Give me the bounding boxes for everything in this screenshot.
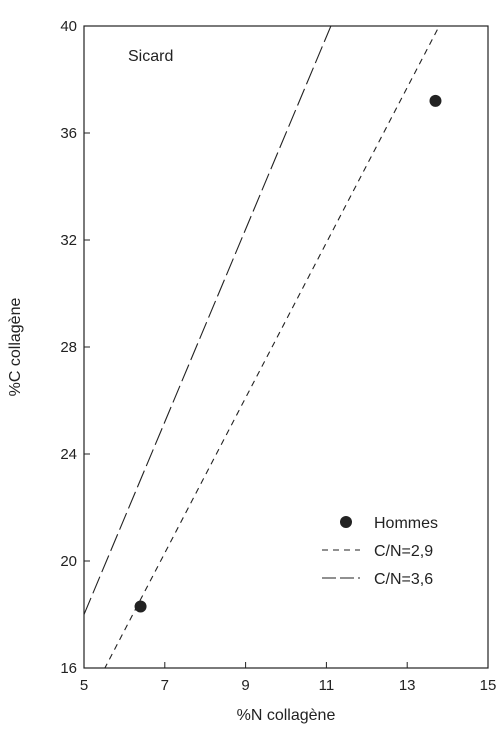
x-tick-label: 7 — [161, 677, 169, 694]
reference-line — [104, 26, 440, 668]
x-tick-label: 13 — [399, 677, 416, 694]
y-tick-label: 32 — [60, 232, 77, 249]
y-tick-label: 40 — [60, 18, 77, 35]
x-tick-label: 11 — [319, 677, 335, 694]
x-tick-label: 5 — [80, 677, 88, 694]
legend-point-swatch — [340, 516, 352, 528]
y-tick-label: 24 — [60, 446, 77, 463]
y-tick-label: 28 — [60, 339, 77, 356]
reference-lines — [84, 26, 440, 668]
data-point — [429, 94, 442, 107]
y-tick-label: 36 — [60, 125, 77, 142]
x-tick-label: 9 — [241, 677, 249, 694]
y-tick-label: 16 — [60, 660, 77, 677]
data-point — [134, 600, 147, 613]
legend-label: C/N=2,9 — [374, 543, 433, 560]
legend-label: C/N=3,6 — [374, 571, 433, 588]
legend: Hommes C/N=2,9 C/N=3,6 — [322, 515, 438, 588]
x-axis-label: %N collagène — [237, 707, 336, 724]
axes: 5 7 9 11 13 15 16 20 24 28 32 36 40 — [60, 18, 496, 694]
chart-annotation: Sicard — [128, 48, 173, 65]
y-tick-label: 20 — [60, 553, 77, 570]
x-tick-label: 15 — [480, 677, 497, 694]
data-points — [134, 94, 442, 613]
y-axis-label: %C collagène — [7, 298, 24, 397]
legend-label: Hommes — [374, 515, 438, 532]
reference-line — [84, 26, 332, 615]
